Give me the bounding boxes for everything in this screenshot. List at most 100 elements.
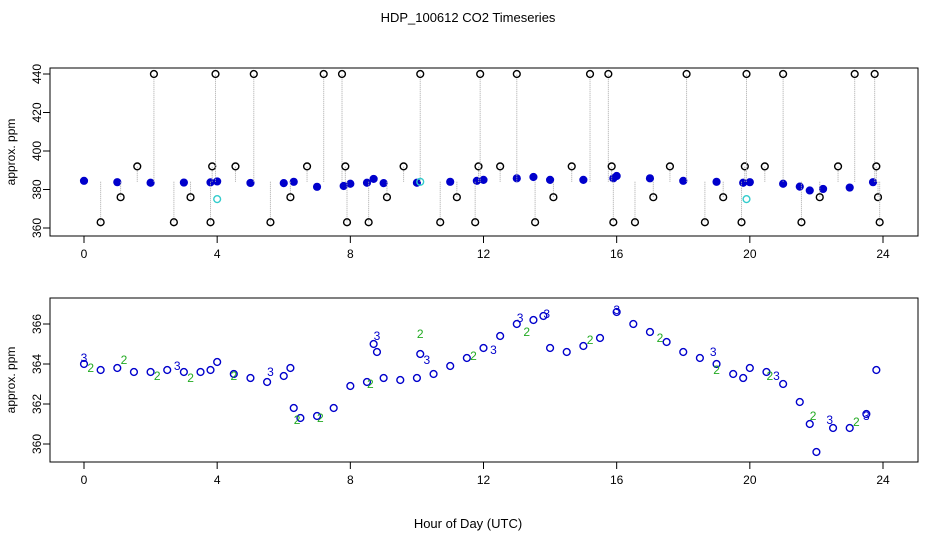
x-tick-label: 12 xyxy=(477,473,491,487)
data-point xyxy=(208,162,217,171)
data-point xyxy=(645,174,655,183)
data-point xyxy=(779,69,788,79)
x-tick-label: 20 xyxy=(743,473,757,487)
data-point: 3 xyxy=(174,359,181,373)
data-point xyxy=(545,343,555,353)
data-point xyxy=(695,353,704,363)
x-tick-label: 12 xyxy=(477,247,491,261)
data-point xyxy=(279,371,288,381)
y-tick-label: 360 xyxy=(30,434,44,454)
data-point xyxy=(739,373,748,383)
data-point xyxy=(762,367,771,377)
data-point xyxy=(872,162,881,171)
data-point xyxy=(562,347,571,357)
top-panel: 0 4 8 12 16 20 24 360 380 400 420 440 approx. ppm xyxy=(4,64,919,261)
y-tick-label: 360 xyxy=(30,218,44,238)
data-point xyxy=(629,319,638,329)
data-point xyxy=(452,193,461,202)
data-point xyxy=(474,162,483,171)
data-point xyxy=(462,353,471,363)
data-point xyxy=(539,311,548,321)
data-point: 2 xyxy=(367,377,374,391)
data-point: 2 xyxy=(230,369,237,383)
data-point xyxy=(471,218,480,227)
data-point xyxy=(512,319,521,329)
data-point xyxy=(296,413,305,423)
y-tick-label: 440 xyxy=(30,64,44,84)
data-point xyxy=(845,183,854,192)
x-tick-label: 8 xyxy=(347,247,354,261)
data-point xyxy=(797,218,806,227)
data-point xyxy=(163,365,172,375)
data-point xyxy=(476,69,485,79)
data-point xyxy=(113,178,122,187)
data-point xyxy=(607,162,616,171)
x-tick-label: 24 xyxy=(876,247,890,261)
data-point xyxy=(512,69,521,79)
x-tick-label: 4 xyxy=(214,473,221,487)
x-tick-label: 8 xyxy=(347,473,354,487)
data-point xyxy=(737,218,746,227)
data-point xyxy=(729,369,738,379)
data-point xyxy=(850,69,859,79)
data-point xyxy=(739,178,748,187)
data-point: 2 xyxy=(154,369,161,383)
data-point xyxy=(665,162,675,171)
data-point: 2 xyxy=(523,325,530,339)
data-point: 3 xyxy=(374,329,381,343)
x-tick-label: 20 xyxy=(743,247,757,261)
data-point xyxy=(446,177,455,186)
data-point xyxy=(609,218,618,227)
data-point xyxy=(595,333,605,343)
data-point xyxy=(630,218,640,227)
data-point: 2 xyxy=(470,349,477,363)
data-point xyxy=(116,193,125,202)
plot-frame xyxy=(49,297,919,463)
data-point: 3 xyxy=(517,311,524,325)
data-point xyxy=(289,403,298,413)
data-point: 3 xyxy=(490,343,497,357)
data-point: 2 xyxy=(657,331,664,345)
data-point xyxy=(662,337,671,347)
y-tick-label: 380 xyxy=(30,179,44,199)
data-point xyxy=(319,69,328,79)
data-point xyxy=(612,171,621,181)
data-point xyxy=(96,218,105,227)
data-point: 2 xyxy=(810,409,817,423)
data-point xyxy=(286,193,295,202)
data-point: 3 xyxy=(773,369,780,383)
data-point xyxy=(337,69,347,79)
data-point: 2 xyxy=(713,363,720,377)
data-point xyxy=(364,218,373,227)
data-point xyxy=(712,359,721,369)
data-point xyxy=(805,186,814,195)
data-point xyxy=(795,182,804,191)
data-point: 2 xyxy=(853,415,860,429)
y-axis-label: approx. ppm xyxy=(4,119,18,186)
chart-title: HDP_100612 CO2 Timeseries xyxy=(381,10,556,25)
series-group xyxy=(96,69,884,227)
data-point xyxy=(872,365,881,375)
data-point xyxy=(416,69,425,79)
data-point xyxy=(531,218,540,227)
data-point xyxy=(342,218,352,227)
data-point xyxy=(429,369,438,379)
data-point: 3 xyxy=(613,303,620,317)
series-group xyxy=(79,171,878,195)
data-point xyxy=(579,175,588,184)
data-point xyxy=(231,162,240,171)
data-point: 3 xyxy=(267,365,274,379)
y-axis-label: approx. ppm xyxy=(4,347,18,414)
data-point xyxy=(719,193,728,202)
data-point xyxy=(302,162,312,171)
data-point xyxy=(742,69,751,79)
y-tick-label: 420 xyxy=(30,102,44,122)
data-point xyxy=(742,195,751,204)
data-point: 2 xyxy=(87,361,94,375)
data-point: 2 xyxy=(766,369,773,383)
y-tick-label: 362 xyxy=(30,394,44,414)
data-point xyxy=(679,176,688,185)
series-group: 3 3 3 3 3 3 3 3 3 3 3 3 3 xyxy=(81,303,870,427)
data-point xyxy=(213,195,222,204)
